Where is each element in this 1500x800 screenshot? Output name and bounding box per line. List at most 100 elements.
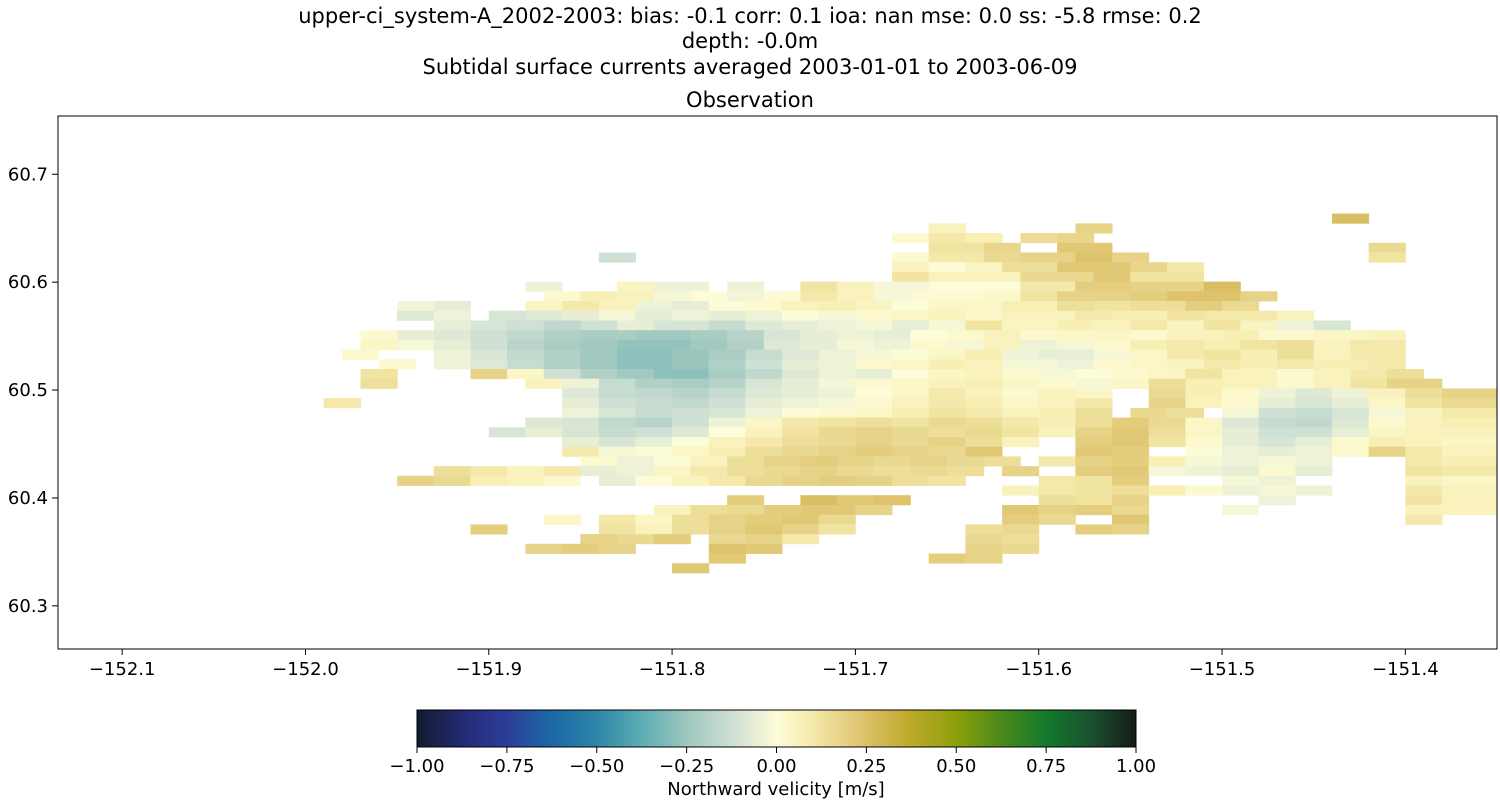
heatmap-cell: [892, 475, 930, 486]
heatmap-cell: [855, 388, 893, 399]
heatmap-cell: [1332, 437, 1370, 448]
heatmap-cell: [1222, 475, 1260, 486]
heatmap-cell: [543, 349, 581, 360]
heatmap-cell: [598, 446, 636, 457]
heatmap-cell: [1387, 378, 1443, 389]
heatmap-cell: [892, 349, 930, 360]
heatmap-cell: [708, 446, 746, 457]
heatmap-cell: [653, 505, 691, 516]
heatmap-cell: [782, 388, 820, 399]
heatmap-cell: [1075, 388, 1113, 399]
heatmap-cell: [965, 388, 1003, 399]
heatmap-cell: [1075, 505, 1113, 516]
heatmap-cell: [928, 320, 966, 331]
heatmap-cell: [1277, 359, 1315, 370]
heatmap-cell: [965, 359, 1003, 370]
heatmap-cell: [928, 388, 966, 399]
heatmap-cell: [672, 388, 710, 399]
heatmap-cell: [892, 427, 930, 438]
heatmap-cell: [708, 437, 746, 448]
heatmap-cell: [1350, 378, 1388, 389]
heatmap-cell: [1148, 466, 1186, 477]
heatmap-cell: [1258, 495, 1296, 506]
heatmap-cell: [1167, 310, 1205, 321]
heatmap-cell: [855, 320, 893, 331]
heatmap-cell: [818, 427, 856, 438]
heatmap-cell: [1093, 320, 1131, 331]
x-tick-label: −151.7: [822, 659, 889, 680]
heatmap-cell: [1020, 281, 1076, 292]
heatmap-cell: [1167, 407, 1205, 418]
heatmap-cell: [360, 339, 398, 350]
heatmap-cell: [378, 359, 416, 370]
heatmap-cell: [543, 339, 581, 350]
heatmap-cell: [1442, 466, 1497, 477]
heatmap-cell: [507, 359, 545, 370]
heatmap-cell: [342, 349, 380, 360]
heatmap-cell: [818, 378, 856, 389]
heatmap-cell: [488, 310, 526, 321]
heatmap-cell: [745, 388, 783, 399]
heatmap-cell: [800, 505, 856, 516]
heatmap-cell: [708, 301, 746, 312]
heatmap-cell: [708, 388, 746, 399]
heatmap-cell: [1038, 398, 1076, 409]
heatmap-cell: [965, 320, 1003, 331]
heatmap-cell: [1405, 456, 1443, 467]
heatmap-cell: [947, 339, 985, 350]
heatmap-cell: [1112, 456, 1150, 467]
heatmap-cell: [433, 320, 471, 331]
heatmap-cell: [617, 534, 655, 545]
heatmap-cell: [672, 310, 710, 321]
heatmap-cell: [1130, 281, 1205, 292]
heatmap-cell: [727, 330, 765, 341]
heatmap-cell: [672, 563, 710, 574]
heatmap-cell: [873, 281, 930, 292]
heatmap-cell: [1167, 262, 1205, 273]
heatmap-cell: [1002, 485, 1040, 496]
heatmap-cell: [928, 262, 966, 273]
heatmap-cell: [1075, 524, 1113, 535]
heatmap-cell: [745, 349, 783, 360]
heatmap-cell: [1258, 427, 1296, 438]
heatmap-cell: [1093, 301, 1131, 312]
y-tick-label: 60.5: [8, 380, 48, 401]
heatmap-cell: [892, 301, 930, 312]
heatmap-cell: [1222, 456, 1260, 467]
heatmap-cell: [965, 378, 1003, 389]
heatmap-cell: [1112, 437, 1150, 448]
heatmap-cell: [965, 407, 1003, 418]
heatmap-cell: [1002, 398, 1040, 409]
heatmap-cell: [672, 427, 710, 438]
heatmap-cell: [397, 475, 435, 486]
heatmap-cell: [1222, 378, 1278, 389]
heatmap-cell: [470, 330, 508, 341]
x-tick-label: −151.4: [1372, 659, 1439, 680]
heatmap-cell: [598, 427, 636, 438]
heatmap-cell: [672, 359, 710, 370]
heatmap-cell: [653, 320, 710, 331]
heatmap-cell: [928, 301, 1003, 312]
heatmap-cell: [892, 262, 930, 273]
heatmap-cell: [1112, 495, 1150, 506]
heatmap-cell: [892, 359, 930, 370]
heatmap-cell: [782, 320, 820, 331]
heatmap-cell: [507, 339, 545, 350]
heatmap-cell: [1332, 407, 1370, 418]
heatmap-cell: [837, 495, 875, 506]
heatmap-cell: [617, 349, 673, 360]
heatmap-cell: [1075, 427, 1113, 438]
heatmap-cell: [1368, 398, 1406, 409]
heatmap-cell: [635, 330, 691, 341]
heatmap-cell: [617, 359, 673, 370]
plot-frame: [57, 115, 1498, 650]
heatmap-cell: [727, 495, 765, 506]
colorbar-tick-label: 0.00: [756, 756, 796, 777]
heatmap-cell: [818, 398, 856, 409]
heatmap-cell: [745, 524, 783, 535]
heatmap-cell: [1368, 242, 1406, 253]
heatmap-cell: [1240, 291, 1278, 302]
heatmap-cell: [1313, 349, 1351, 360]
heatmap-cell: [892, 310, 930, 321]
heatmap-cell: [1038, 427, 1076, 438]
